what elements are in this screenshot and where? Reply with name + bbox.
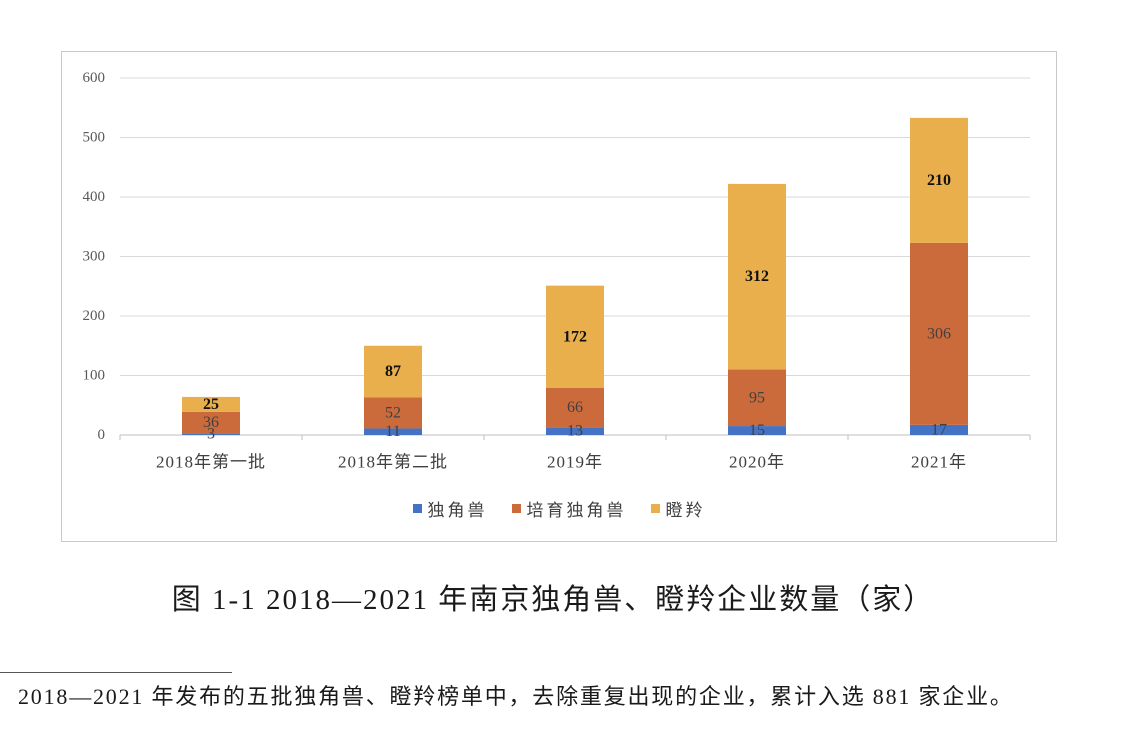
y-tick-label: 400 bbox=[83, 189, 106, 205]
bar-segment bbox=[910, 117, 968, 243]
bar-segment bbox=[728, 183, 786, 370]
figure-caption: 图 1-1 2018—2021 年南京独角兽、瞪羚企业数量（家） bbox=[171, 584, 935, 616]
bar-segment bbox=[910, 424, 968, 435]
data-label: 36 bbox=[203, 414, 219, 431]
y-tick-label: 200 bbox=[83, 308, 106, 324]
chart-legend: 独角兽 培育独角兽 瞪羚 bbox=[62, 496, 1056, 521]
data-label: 95 bbox=[749, 389, 765, 406]
data-label: 15 bbox=[749, 422, 765, 439]
y-tick-label: 500 bbox=[83, 130, 106, 146]
footnote-text: 2018—2021 年发布的五批独角兽、瞪羚榜单中，去除重复出现的企业，累计入选… bbox=[18, 684, 1014, 709]
x-tick-label: 2018年第二批 bbox=[338, 453, 448, 472]
legend-label: 瞪羚 bbox=[665, 500, 706, 520]
bar-segment bbox=[182, 411, 240, 434]
chart-frame: 0 100 200 300 400 500 600 3 36 25 2018年第一批 11 52 87 20… bbox=[61, 51, 1057, 542]
bar-segment bbox=[182, 396, 240, 412]
data-label: 3 bbox=[207, 426, 215, 443]
legend-swatch bbox=[412, 503, 422, 513]
legend-item-gazelle: 瞪羚 bbox=[650, 496, 706, 521]
bar-segment bbox=[364, 397, 422, 429]
legend-label: 独角兽 bbox=[427, 500, 488, 520]
bar-segment bbox=[728, 426, 786, 435]
data-label: 17 bbox=[931, 421, 947, 438]
bar-segment bbox=[910, 242, 968, 425]
legend-swatch bbox=[650, 503, 660, 513]
bar-segment bbox=[182, 433, 240, 435]
footnote-divider bbox=[0, 672, 232, 673]
y-tick-label: 300 bbox=[83, 249, 106, 265]
x-tick-label: 2020年 bbox=[729, 453, 785, 472]
data-label: 11 bbox=[385, 423, 400, 440]
y-tick-label: 100 bbox=[83, 368, 106, 384]
data-label: 87 bbox=[385, 363, 401, 380]
x-tick-label: 2021年 bbox=[911, 453, 967, 472]
x-tick-label: 2018年第一批 bbox=[156, 453, 266, 472]
data-label: 306 bbox=[927, 325, 951, 342]
legend-label: 培育独角兽 bbox=[526, 500, 627, 520]
y-tick-label: 0 bbox=[98, 427, 106, 443]
legend-swatch bbox=[511, 503, 521, 513]
bar-segment bbox=[364, 428, 422, 435]
data-label: 172 bbox=[563, 328, 587, 345]
data-label: 312 bbox=[745, 268, 769, 285]
legend-item-potential-unicorn: 培育独角兽 bbox=[511, 496, 627, 521]
bar-segment bbox=[546, 387, 604, 428]
data-label: 210 bbox=[927, 172, 951, 189]
y-tick-label: 600 bbox=[83, 70, 106, 86]
bar-segment bbox=[546, 427, 604, 435]
data-label: 66 bbox=[567, 399, 583, 416]
data-label: 52 bbox=[385, 404, 401, 421]
bar-segment bbox=[728, 369, 786, 427]
data-label: 13 bbox=[567, 423, 583, 440]
legend-item-unicorn: 独角兽 bbox=[412, 496, 488, 521]
bar-segment bbox=[364, 345, 422, 398]
data-label: 25 bbox=[203, 396, 219, 413]
x-tick-label: 2019年 bbox=[547, 453, 603, 472]
bar-segment bbox=[546, 285, 604, 388]
